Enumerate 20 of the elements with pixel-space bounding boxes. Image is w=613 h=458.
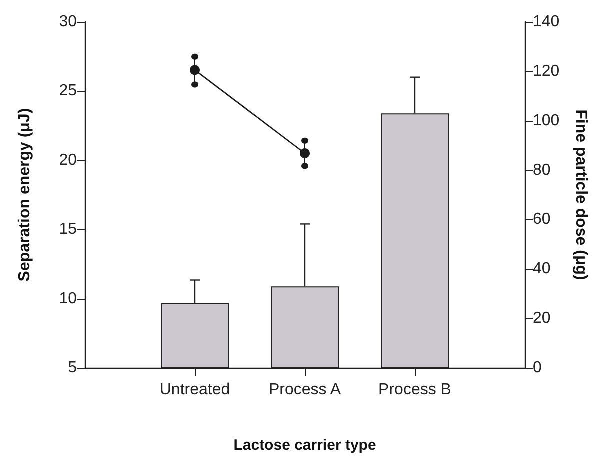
y2-tick-label: 140 <box>533 14 560 30</box>
x-tick-label: Process B <box>378 382 452 398</box>
y-tick-label: 10 <box>59 290 78 308</box>
x-tick-label: Untreated <box>160 382 230 398</box>
y2-tick-label: 60 <box>533 211 551 228</box>
y2-tick-label: 0 <box>533 360 542 376</box>
y-tick-label: 30 <box>59 14 78 30</box>
x-axis-title: Lactose carrier type <box>234 437 376 454</box>
y2-tick-label: 100 <box>533 112 560 130</box>
y2-tick-label: 20 <box>533 310 551 328</box>
y2-tick-label: 40 <box>533 260 551 278</box>
y2-tick-label: 80 <box>533 162 551 179</box>
y2-axis-title: Fine particle dose (μg) <box>572 110 590 280</box>
y2-tick-label: 120 <box>533 62 560 80</box>
y-tick-label: 5 <box>68 360 78 376</box>
y-tick-label: 15 <box>59 221 78 238</box>
y-axis-title: Separation energy (μJ) <box>16 108 34 282</box>
y-tick-label: 20 <box>59 152 78 169</box>
y-tick-label: 25 <box>59 82 78 100</box>
x-tick-label: Process A <box>268 382 342 398</box>
